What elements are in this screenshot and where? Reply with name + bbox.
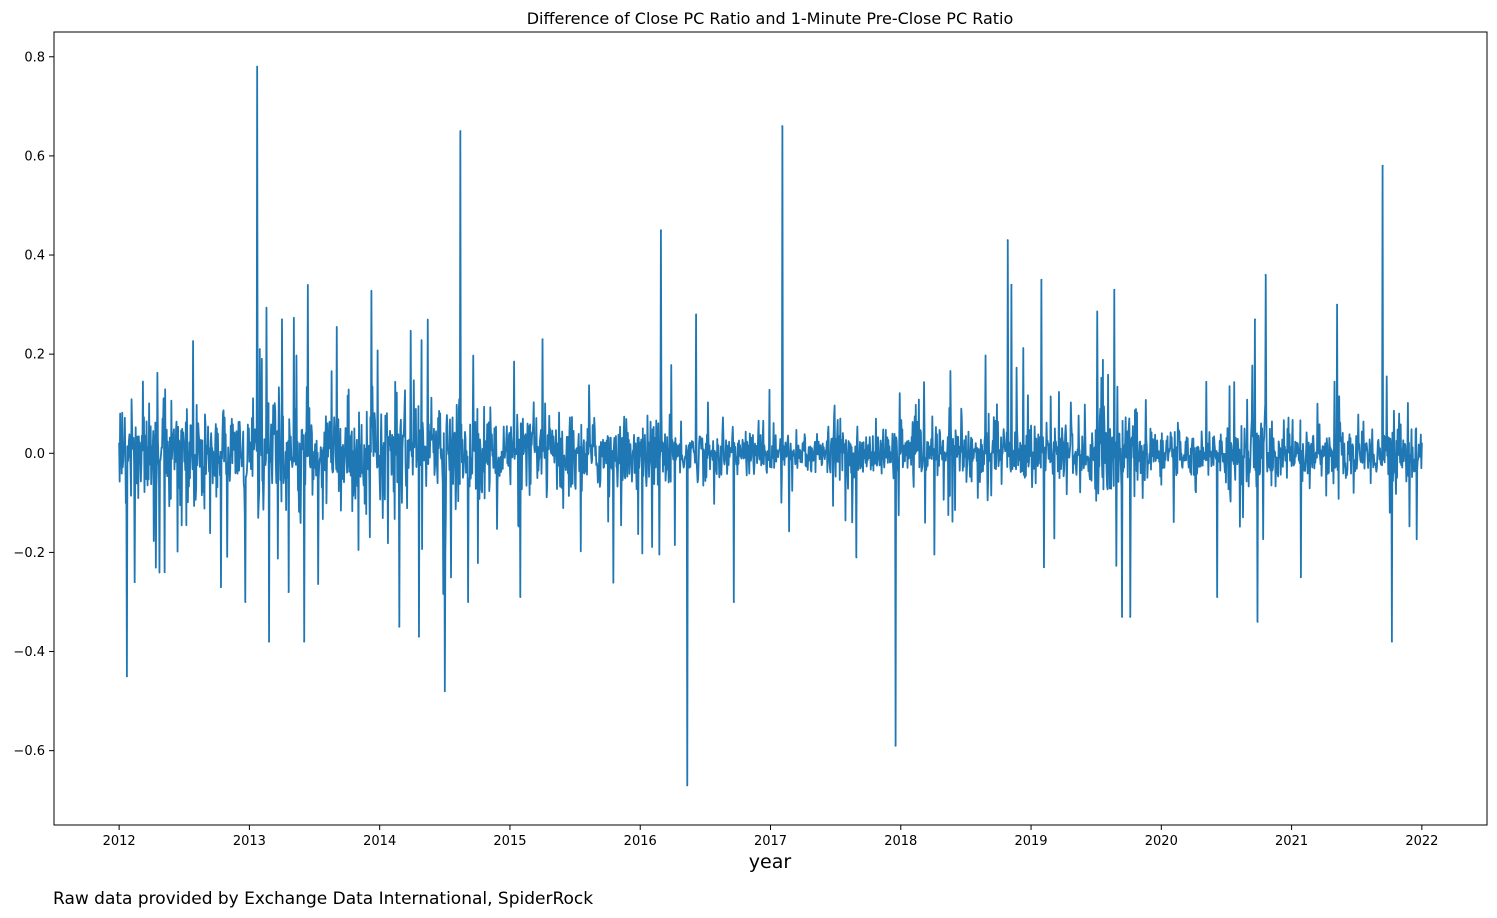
data-point bbox=[124, 501, 127, 504]
data-point bbox=[781, 125, 784, 128]
data-point bbox=[244, 601, 247, 603]
y-tick-label: −0.4 bbox=[13, 645, 45, 660]
x-tick-label: 2012 bbox=[103, 834, 136, 849]
data-point bbox=[417, 635, 420, 638]
data-point bbox=[1336, 303, 1339, 306]
data-point bbox=[1040, 278, 1043, 281]
x-axis: 2012 2013 2014 2015 2016 2017 2018 2019 2020 2021… bbox=[103, 825, 1438, 849]
data-point bbox=[467, 601, 470, 603]
y-tick-label: 0.2 bbox=[24, 348, 45, 363]
y-tick-label: 0.6 bbox=[24, 149, 45, 164]
data-point bbox=[256, 65, 259, 68]
data-point bbox=[733, 601, 735, 603]
x-tick-label: 2018 bbox=[884, 834, 917, 849]
data-point bbox=[398, 625, 401, 628]
x-tick-label: 2015 bbox=[493, 834, 526, 849]
source-footnote: Raw data provided by Exchange Data Inter… bbox=[53, 889, 593, 909]
data-point bbox=[1010, 283, 1013, 286]
data-point bbox=[281, 318, 283, 321]
data-point bbox=[443, 690, 446, 693]
y-tick-label: −0.2 bbox=[13, 546, 45, 561]
data-point bbox=[1264, 273, 1267, 276]
data-point bbox=[163, 571, 166, 574]
x-tick-label: 2017 bbox=[754, 834, 787, 849]
series-line bbox=[118, 65, 1423, 787]
data-point bbox=[1256, 620, 1259, 623]
data-point bbox=[894, 744, 897, 747]
y-tick-label: 0.0 bbox=[24, 447, 45, 462]
data-point bbox=[660, 229, 662, 232]
data-point bbox=[287, 591, 290, 593]
data-point bbox=[1006, 239, 1009, 242]
data-point bbox=[1129, 615, 1131, 618]
x-tick-label: 2016 bbox=[624, 834, 657, 849]
y-axis: −0.6 −0.4 −0.2 0.0 0.2 0.4 0.6 0.8 bbox=[13, 50, 54, 759]
data-point bbox=[268, 640, 270, 643]
data-point bbox=[1216, 596, 1219, 598]
data-point bbox=[459, 130, 462, 133]
data-point bbox=[695, 313, 698, 316]
x-tick-label: 2019 bbox=[1014, 834, 1047, 849]
x-axis-label: year bbox=[749, 851, 792, 873]
data-point bbox=[1381, 164, 1384, 167]
y-tick-label: −0.6 bbox=[13, 744, 45, 759]
data-point bbox=[1043, 566, 1045, 569]
plot-area bbox=[53, 31, 1488, 826]
data-point bbox=[1121, 615, 1124, 618]
x-tick-label: 2014 bbox=[363, 834, 396, 849]
data-point bbox=[133, 581, 136, 584]
data-point bbox=[855, 556, 858, 559]
x-tick-label: 2021 bbox=[1275, 834, 1308, 849]
data-point bbox=[519, 596, 522, 598]
x-tick-label: 2020 bbox=[1145, 834, 1178, 849]
data-point bbox=[1113, 288, 1116, 291]
data-point bbox=[686, 784, 689, 787]
data-point bbox=[541, 338, 544, 341]
x-tick-label: 2022 bbox=[1405, 834, 1438, 849]
data-point bbox=[1299, 576, 1302, 579]
series-layer bbox=[118, 65, 1423, 787]
data-point bbox=[126, 675, 128, 678]
data-point bbox=[118, 442, 121, 445]
chart-title: Difference of Close PC Ratio and 1-Minut… bbox=[527, 9, 1014, 28]
data-point bbox=[1391, 640, 1393, 643]
x-tick-label: 2013 bbox=[233, 834, 266, 849]
data-point bbox=[219, 586, 222, 588]
data-point bbox=[1254, 318, 1257, 321]
y-tick-label: 0.4 bbox=[24, 249, 45, 264]
data-point bbox=[258, 348, 261, 351]
y-tick-label: 0.8 bbox=[24, 50, 45, 65]
data-point bbox=[303, 640, 306, 643]
data-point bbox=[1420, 442, 1423, 445]
